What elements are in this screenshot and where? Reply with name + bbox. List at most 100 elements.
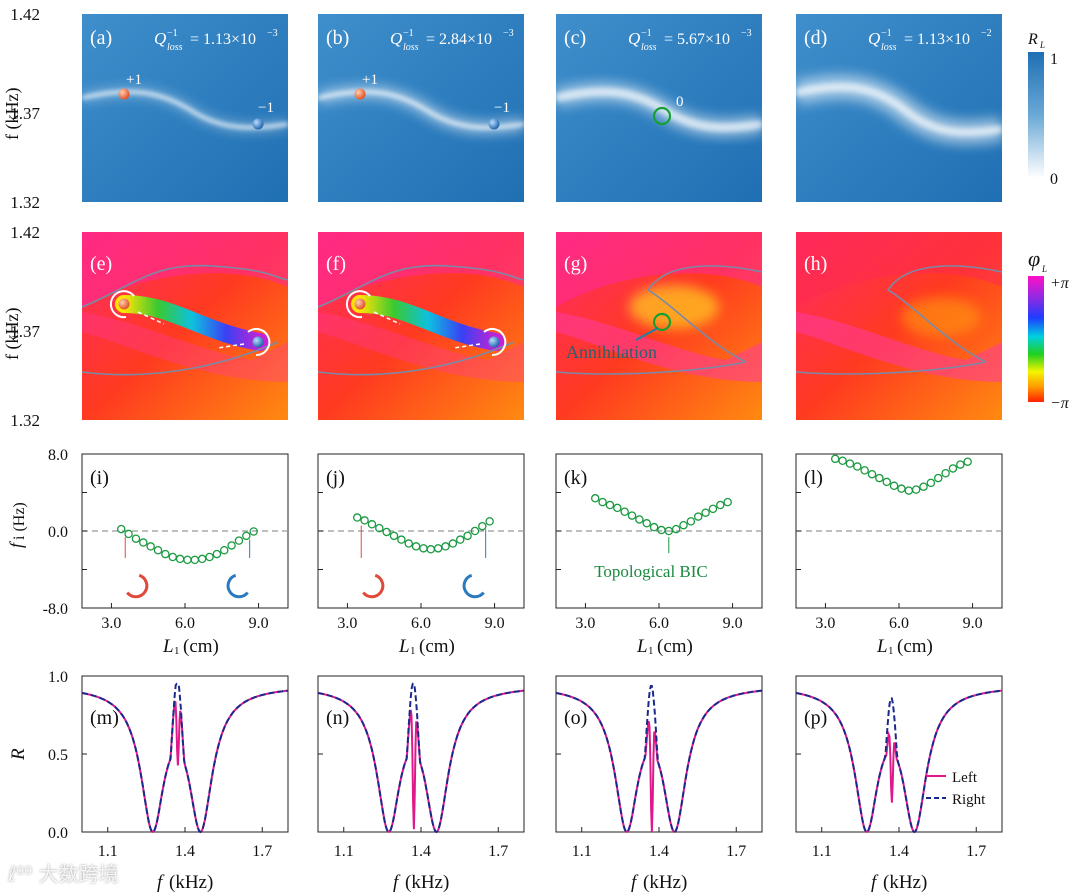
data-point <box>249 527 258 536</box>
winding-arrow <box>109 290 135 319</box>
phase-field <box>82 232 288 420</box>
q-subscript: loss <box>167 42 183 53</box>
y-axis-row4: 1.0 0.5 0.0 R <box>8 669 68 842</box>
x-axis-label-unit: (kHz) <box>883 872 927 893</box>
x-tick-label: 9.0 <box>485 615 505 632</box>
phase-contour <box>318 264 524 376</box>
data-point <box>441 542 450 551</box>
legend: Left Right <box>926 770 986 808</box>
data-point <box>463 531 472 541</box>
series-right-line <box>555 685 763 834</box>
q-symbol: Q <box>390 29 402 48</box>
data-point <box>642 519 651 528</box>
plus-charge-marker <box>118 298 130 310</box>
data-point <box>598 497 607 507</box>
minus-charge-marker <box>252 336 264 348</box>
plot-frame <box>81 675 289 833</box>
x-tick-label: 9.0 <box>963 615 983 632</box>
x-axis-label: f <box>157 872 165 893</box>
q-exponent: −3 <box>503 28 514 39</box>
minus-charge-marker <box>252 118 264 130</box>
phase-singularity-band <box>115 295 269 351</box>
minus-charge-marker <box>488 336 500 348</box>
series-right-line <box>81 682 289 834</box>
q-subscript: loss <box>641 42 657 53</box>
y-tick-label: 8.0 <box>48 447 68 464</box>
data-point <box>397 535 406 544</box>
y-tick-label: 1.0 <box>48 669 68 686</box>
phase-field <box>796 232 1002 420</box>
data-point <box>375 523 384 533</box>
plot-frame <box>555 675 763 833</box>
charge-label: −1 <box>494 100 510 116</box>
phase-region-upper <box>318 232 524 307</box>
x-axis-label-subscript: 1 <box>174 645 180 657</box>
panel-label: (j) <box>326 467 345 489</box>
data-point <box>919 482 928 491</box>
heatmap-panel-phi: (f) <box>318 232 524 420</box>
ccw-winding-icon <box>126 573 149 599</box>
data-point <box>693 512 703 521</box>
x-axis-label-unit: (kHz) <box>169 872 213 893</box>
x-axis-label: f <box>631 872 639 893</box>
x-tick-label: 3.0 <box>101 615 121 632</box>
y-tick-label: 1.42 <box>10 5 40 24</box>
x-tick-label: 9.0 <box>723 615 743 632</box>
phase-warm-spot <box>901 297 981 337</box>
data-point <box>367 520 377 529</box>
resonance-band <box>555 87 763 132</box>
x-axis-label-unit: (cm) <box>183 636 219 657</box>
colorbar-R-subscript: L <box>1039 40 1045 50</box>
phase-warm-spot <box>629 285 719 329</box>
q-exponent: −3 <box>741 28 752 39</box>
q-exponent: −2 <box>981 28 992 39</box>
q-value: = 1.13×10 <box>904 31 970 48</box>
x-tick-label: 1.4 <box>649 843 669 860</box>
panel-label: (g) <box>564 253 587 275</box>
data-point <box>116 524 126 534</box>
colorbar-phi-min: −π <box>1050 395 1070 412</box>
panel-label: (h) <box>804 253 827 275</box>
phase-contour <box>82 264 288 376</box>
phase-region-upper <box>82 232 288 307</box>
data-point <box>234 536 244 545</box>
data-point <box>153 546 163 555</box>
phase-region-lobe <box>318 312 524 382</box>
x-tick-label: 9.0 <box>249 615 269 632</box>
phase-region-lobe <box>82 312 288 382</box>
x-axis-label-unit: (cm) <box>897 636 933 657</box>
panel-label: (a) <box>90 27 112 49</box>
panel-label: (n) <box>326 707 349 729</box>
x-tick-label: 3.0 <box>337 615 357 632</box>
x-axis-label: f <box>871 872 879 893</box>
colorbar-R-min: 0 <box>1050 171 1058 188</box>
x-tick-label: 6.0 <box>175 615 195 632</box>
heatmap-panel-phi: (e) <box>82 232 288 420</box>
data-point <box>635 515 644 524</box>
q-symbol: Q <box>154 29 166 48</box>
charge-label: +1 <box>362 72 378 88</box>
phase-region-lobe <box>796 312 1002 382</box>
y-axis-label: f (kHz) <box>2 308 23 360</box>
data-point <box>926 478 936 488</box>
data-point <box>404 539 413 548</box>
data-point <box>956 460 965 469</box>
data-point <box>227 541 236 550</box>
panel-label: (i) <box>90 467 109 489</box>
phase-singularity-band <box>351 295 505 351</box>
x-tick-label: 3.0 <box>575 615 595 632</box>
panel-label: (k) <box>564 467 587 489</box>
data-point <box>448 539 458 548</box>
q-symbol: Q <box>868 29 880 48</box>
q-subscript: loss <box>403 42 419 53</box>
data-point <box>131 534 141 543</box>
data-point <box>941 468 950 478</box>
data-point <box>860 466 869 475</box>
data-point <box>716 500 725 510</box>
q-superscript: −1 <box>881 28 892 39</box>
scatter-panel: 3.0 6.0 9.0 (i) L 1 (cm) <box>81 453 289 657</box>
